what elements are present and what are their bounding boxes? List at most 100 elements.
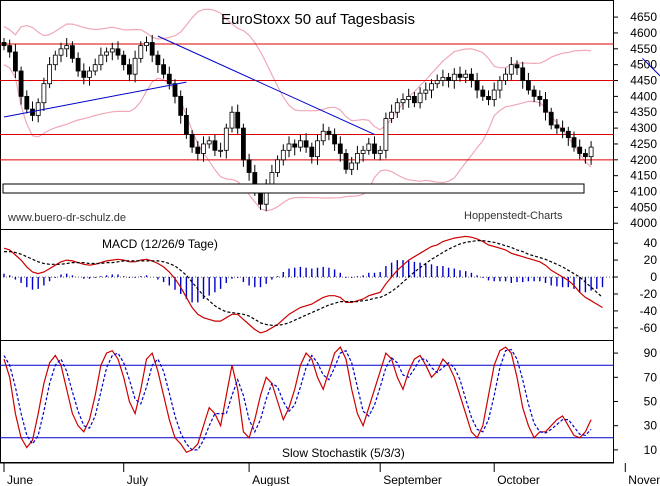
candle-body <box>417 92 423 104</box>
price-axis-tick-label: 4250 <box>630 137 657 151</box>
candle-body <box>309 146 315 158</box>
stochastic-axis-tick-label: 70 <box>644 370 658 384</box>
candle-body <box>297 140 303 148</box>
candle-body <box>75 57 81 72</box>
candle-body <box>58 48 64 56</box>
candle-body <box>206 140 212 145</box>
price-axis-tick-label: 4100 <box>630 185 657 199</box>
candle-body <box>92 64 98 72</box>
price-axis-tick-label: 4650 <box>630 10 657 24</box>
candle-body <box>315 140 320 158</box>
candle-body <box>468 73 474 81</box>
candle-body <box>47 64 52 85</box>
watermark-right: Hoppenstedt-Charts <box>464 210 563 222</box>
candle-body <box>218 149 224 152</box>
price-axis-tick-label: 4550 <box>630 42 657 56</box>
candle-body <box>70 45 75 59</box>
candle-body <box>292 143 298 148</box>
candle-body <box>366 143 372 151</box>
candle-body <box>531 89 537 97</box>
stochastic-series-pct-d <box>3 348 592 451</box>
candle-body <box>87 70 92 78</box>
candle-body <box>423 89 429 94</box>
candle-body <box>64 45 70 50</box>
candle-body <box>121 54 127 66</box>
candle-body <box>81 70 87 78</box>
price-axis-tick-label: 4400 <box>630 89 657 103</box>
candle-body <box>406 95 412 100</box>
candle-body <box>434 80 440 85</box>
candle-body <box>172 83 178 97</box>
candle-body <box>394 102 400 113</box>
candle-body <box>383 118 389 151</box>
candle-body <box>115 48 121 56</box>
price-axis-tick-label: 4450 <box>630 74 657 88</box>
candle-body <box>161 64 167 75</box>
candle-body <box>229 111 235 129</box>
macd-axis-tick-label: -60 <box>640 321 658 335</box>
candle-body <box>354 153 360 164</box>
envelope-lower-line <box>3 64 592 212</box>
macd-axis-tick-label: 40 <box>644 236 658 250</box>
candle-body <box>389 111 395 119</box>
candle-body <box>446 76 452 81</box>
candle-body <box>303 140 309 148</box>
candle-body <box>440 76 446 81</box>
candle-body <box>491 89 497 100</box>
candle-body <box>149 42 155 56</box>
x-month-label: November <box>628 473 660 486</box>
candle-body <box>246 159 252 173</box>
price-axis-tick-label: 4000 <box>630 216 657 230</box>
candle-body <box>183 115 189 135</box>
candle-body <box>166 73 172 85</box>
macd-series-macd <box>3 235 603 334</box>
macd-axis-tick-label: 20 <box>644 253 658 267</box>
candle-body <box>360 149 366 154</box>
x-month-label: August <box>252 473 290 486</box>
candle-body <box>195 146 201 154</box>
stochastic-axis-tick-label: 10 <box>644 443 658 457</box>
x-month-label: September <box>383 473 442 486</box>
candle-body <box>463 73 469 78</box>
candle-body <box>12 51 18 72</box>
scroll-bar <box>2 183 585 194</box>
candle-body <box>127 64 132 75</box>
candle-body <box>486 95 491 100</box>
candle-body <box>372 143 377 154</box>
candle-body <box>337 143 343 154</box>
candle-body <box>35 102 41 116</box>
candle-body <box>104 51 109 56</box>
candle-body <box>537 95 543 100</box>
candle-body <box>508 64 514 75</box>
stochastic-series-pct-k <box>3 346 592 454</box>
candle-body <box>429 83 434 91</box>
candle-body <box>571 137 577 148</box>
price-axis-tick-label: 4300 <box>630 121 657 135</box>
candle-body <box>201 143 206 154</box>
candle-body <box>155 54 161 66</box>
candle-body <box>18 70 24 97</box>
candle-body <box>474 80 480 91</box>
candle-body <box>400 99 406 104</box>
stochastic-axis-tick-label: 90 <box>644 346 658 360</box>
candle-body <box>98 54 104 66</box>
chart-title: EuroStoxx 50 auf Tagesbasis <box>221 11 415 28</box>
macd-axis-tick-label: -40 <box>640 304 658 318</box>
macd-axis-tick-label: 0 <box>650 270 657 284</box>
candle-body <box>480 89 486 97</box>
x-month-label: June <box>7 473 33 486</box>
candle-body <box>275 159 281 173</box>
stochastic-panel: 90 70 50 30 10 <box>0 346 657 457</box>
trend-line <box>3 81 187 118</box>
price-axis-tick-label: 4200 <box>630 153 657 167</box>
candle-body <box>583 153 588 158</box>
x-month-label: October <box>497 473 540 486</box>
candle-body <box>332 134 338 145</box>
watermark-left: www.buero-dr-schulz.de <box>7 212 126 224</box>
candle-body <box>577 146 583 154</box>
candle-body <box>138 45 144 59</box>
candle-body <box>514 64 520 69</box>
